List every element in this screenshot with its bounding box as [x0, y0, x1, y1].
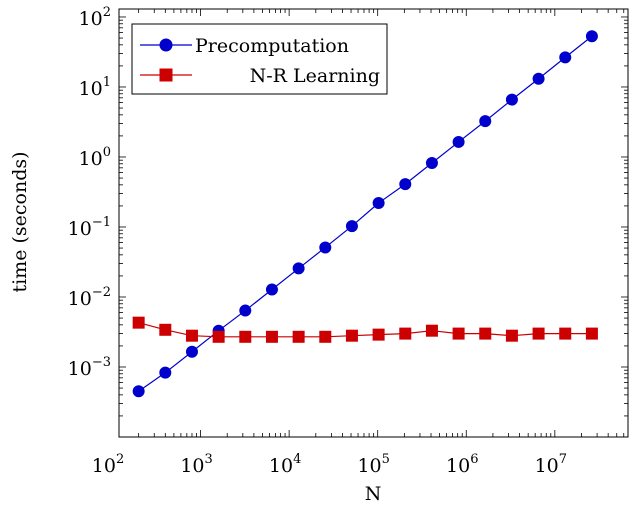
data-point-n-r-learning: [159, 323, 172, 336]
legend-label-precomputation: Precomputation: [195, 35, 349, 57]
data-point-precomputation: [559, 51, 572, 64]
y-tick-label: 101: [79, 75, 111, 100]
data-point-n-r-learning: [239, 330, 252, 343]
data-point-precomputation: [185, 345, 198, 358]
data-point-n-r-learning: [319, 330, 332, 343]
legend-marker-nr-learning: [159, 68, 173, 82]
y-tick-label: 100: [79, 145, 111, 170]
legend: Precomputation N-R Learning: [131, 23, 388, 95]
data-point-precomputation: [239, 304, 252, 317]
data-point-precomputation: [345, 220, 358, 233]
data-point-n-r-learning: [425, 324, 438, 337]
x-tick-label: 102: [92, 452, 124, 477]
series-line-n-r-learning: [138, 322, 592, 338]
data-point-precomputation: [372, 197, 385, 210]
data-point-precomputation: [159, 366, 172, 379]
x-axis-label: N: [365, 483, 382, 505]
data-point-n-r-learning: [585, 327, 598, 340]
data-point-n-r-learning: [265, 330, 278, 343]
data-point-n-r-learning: [132, 316, 145, 329]
x-tick-label: 106: [446, 452, 478, 477]
legend-box: [131, 23, 388, 95]
data-point-precomputation: [452, 135, 465, 148]
x-tick-label: 107: [535, 452, 567, 477]
data-point-n-r-learning: [212, 330, 225, 343]
x-tick-label: 105: [357, 452, 389, 477]
major-ticks: [119, 9, 628, 438]
series-layer: [132, 30, 598, 398]
data-point-n-r-learning: [345, 329, 358, 342]
data-point-n-r-learning: [452, 327, 465, 340]
data-point-precomputation: [399, 178, 412, 191]
data-point-n-r-learning: [399, 327, 412, 340]
x-tick-label: 103: [180, 452, 212, 477]
data-point-precomputation: [505, 93, 518, 106]
x-tick-labels: 102 103 104 105 106 107: [92, 452, 567, 477]
data-point-n-r-learning: [372, 328, 385, 341]
data-point-n-r-learning: [559, 327, 572, 340]
data-point-n-r-learning: [532, 327, 545, 340]
minor-ticks: [119, 9, 628, 437]
data-point-precomputation: [292, 262, 305, 275]
data-point-n-r-learning: [292, 330, 305, 343]
data-point-n-r-learning: [185, 329, 198, 342]
y-tick-label: 10−2: [68, 285, 111, 310]
x-tick-label: 104: [269, 452, 301, 477]
data-point-precomputation: [479, 115, 492, 128]
y-axis-label: time (seconds): [9, 151, 31, 292]
data-point-precomputation: [585, 30, 598, 43]
y-tick-labels: 10−3 10−2 10−1 100 101 102: [68, 5, 111, 380]
data-point-precomputation: [265, 283, 278, 296]
y-tick-label: 10−3: [68, 355, 111, 380]
data-point-precomputation: [425, 157, 438, 170]
legend-marker-precomputation: [159, 38, 173, 52]
data-point-precomputation: [132, 385, 145, 398]
legend-label-nr-learning: N-R Learning: [250, 65, 380, 87]
data-point-precomputation: [319, 241, 332, 254]
data-point-n-r-learning: [479, 327, 492, 340]
data-point-precomputation: [532, 72, 545, 85]
y-tick-label: 10−1: [68, 215, 111, 240]
y-tick-label: 102: [79, 5, 111, 30]
data-point-n-r-learning: [505, 329, 518, 342]
